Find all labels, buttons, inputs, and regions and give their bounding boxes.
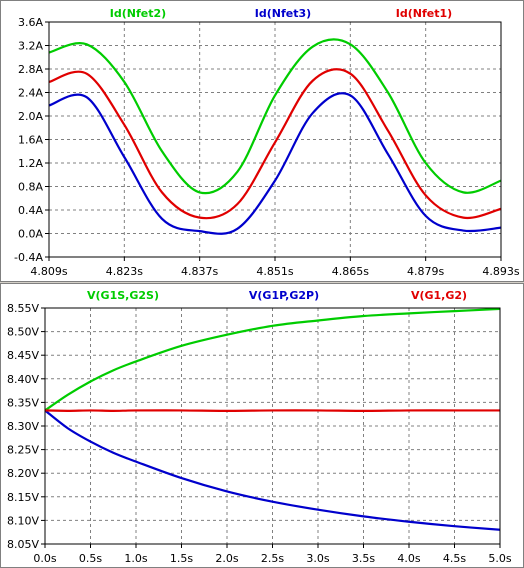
x-tick-label: 4.879s: [407, 265, 444, 278]
y-tick-label: 8.10V: [7, 514, 39, 527]
plot-pane-voltages[interactable]: 0.0s 0.5s 1.0s 1.5s 2.0s 2.5s 3.0s 3.5s 4.0s 4.5s…: [0, 283, 524, 568]
trace-label-id-nfet1[interactable]: Id(Nfet1): [396, 7, 452, 20]
x-tick-label: 4.893s: [482, 265, 519, 278]
y-tick-label: 8.55V: [7, 302, 39, 315]
y-tick-label: 0.8A: [18, 181, 43, 194]
series-line-id-nfet2[interactable]: [49, 38, 501, 195]
x-tick-label: 5.0s: [488, 552, 511, 565]
series-line-v-g1-g2[interactable]: [45, 409, 500, 412]
x-tick-label: 4.865s: [332, 265, 369, 278]
y-tick-label: 8.15V: [7, 491, 39, 504]
series-line-id-nfet3[interactable]: [49, 92, 501, 235]
trace-label-v-g1s-g2s[interactable]: V(G1S,G2S): [87, 289, 159, 302]
x-tick-label: 2.0s: [215, 552, 238, 565]
x-tick-label: 3.5s: [352, 552, 375, 565]
y-tick-label: 1.6A: [18, 134, 43, 147]
voltage-waveform-chart[interactable]: 0.0s 0.5s 1.0s 1.5s 2.0s 2.5s 3.0s 3.5s 4.0s 4.5s…: [1, 284, 523, 567]
trace-label-id-nfet2[interactable]: Id(Nfet2): [110, 7, 166, 20]
plot-pane-currents[interactable]: 4.809s 4.823s 4.837s 4.851s 4.865s 4.879s 4.89…: [0, 0, 524, 282]
plot-frame: [44, 307, 501, 545]
y-tick-label: 3.2A: [18, 40, 43, 53]
x-tick-label: 2.5s: [261, 552, 284, 565]
trace-label-v-g1-g2[interactable]: V(G1,G2): [411, 289, 467, 302]
trace-label-id-nfet3[interactable]: Id(Nfet3): [255, 7, 311, 20]
x-tick-label: 4.809s: [30, 265, 67, 278]
x-tick-label: 0.5s: [79, 552, 102, 565]
series-line-v-g1p-g2p[interactable]: [45, 409, 500, 531]
y-tick-label: 2.8A: [18, 63, 43, 76]
y-tick-label: 8.05V: [7, 538, 39, 551]
x-tick-label: 4.851s: [256, 265, 293, 278]
y-tick-label: 3.6A: [18, 16, 43, 29]
series-line-v-g1s-g2s[interactable]: [45, 308, 500, 412]
y-tick-label: 8.45V: [7, 349, 39, 362]
x-tick-label: 4.837s: [181, 265, 218, 278]
y-tick-label: 8.30V: [7, 420, 39, 433]
x-tick-label: 4.823s: [106, 265, 143, 278]
x-tick-label: 3.0s: [306, 552, 329, 565]
y-tick-label: 8.50V: [7, 326, 39, 339]
y-tick-label: 0.0A: [18, 228, 43, 241]
y-tick-label: 2.0A: [18, 110, 43, 123]
y-tick-label: 8.40V: [7, 373, 39, 386]
y-tick-label: 8.20V: [7, 467, 39, 480]
trace-label-v-g1p-g2p[interactable]: V(G1P,G2P): [249, 289, 319, 302]
x-tick-label: 1.0s: [124, 552, 147, 565]
y-tick-label: 1.2A: [18, 157, 43, 170]
x-tick-label: 0.0s: [33, 552, 56, 565]
y-tick-label: 8.25V: [7, 444, 39, 457]
y-tick-label: 8.35V: [7, 396, 39, 409]
x-tick-label: 1.5s: [170, 552, 193, 565]
series-line-id-nfet1[interactable]: [49, 68, 501, 220]
y-tick-label: 0.4A: [18, 204, 43, 217]
current-waveform-chart[interactable]: 4.809s 4.823s 4.837s 4.851s 4.865s 4.879s 4.89…: [1, 1, 523, 281]
x-tick-label: 4.5s: [443, 552, 466, 565]
x-tick-label: 4.0s: [397, 552, 420, 565]
y-tick-label: 2.4A: [18, 87, 43, 100]
y-tick-label: -0.4A: [14, 251, 43, 264]
plot-frame: [48, 21, 502, 258]
